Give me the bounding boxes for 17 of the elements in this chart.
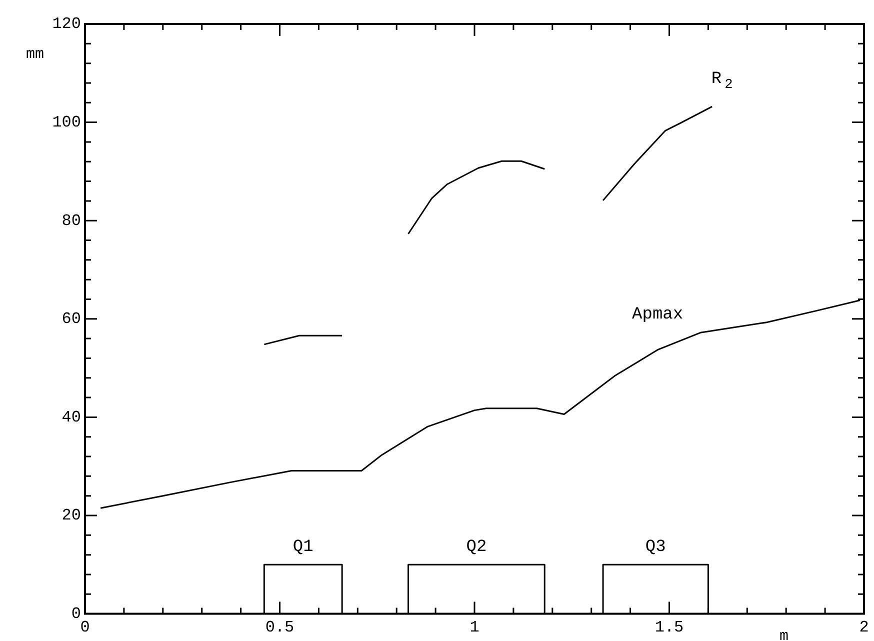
- x-tick-label: 2: [859, 618, 869, 637]
- y-tick-label: 60: [62, 310, 81, 328]
- y-tick-label: 80: [62, 212, 81, 230]
- x-axis-title: m: [780, 628, 789, 641]
- y-tick-label: 100: [52, 114, 81, 132]
- y-axis-title: mm: [26, 46, 44, 63]
- y-tick-label: 20: [62, 506, 81, 525]
- y-tick-label: 40: [62, 408, 81, 426]
- x-tick-label: 1.5: [654, 618, 684, 637]
- series-label: Q1: [292, 538, 314, 558]
- y-tick-label: 0: [71, 605, 81, 624]
- x-tick-label: 1: [470, 618, 480, 637]
- series-label: Q3: [645, 538, 666, 558]
- series-label: Apmax: [632, 305, 684, 324]
- series-label: Q2: [466, 538, 487, 558]
- x-tick-label: 0.5: [265, 618, 294, 637]
- y-tick-label: 120: [52, 15, 81, 34]
